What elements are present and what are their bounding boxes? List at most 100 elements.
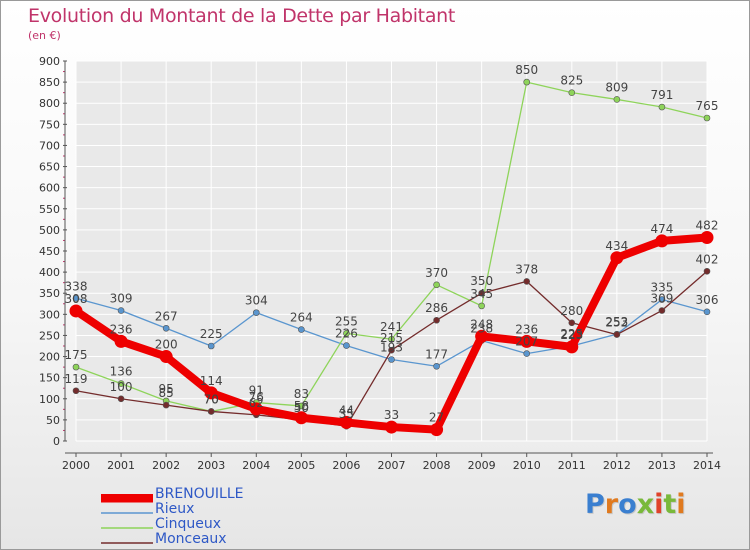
data-point-brenouille [430,423,444,437]
logo-letter: i [676,489,686,520]
data-point-monceaux [388,346,395,354]
data-label-brenouille: 44 [339,403,354,417]
data-label-brenouille: 248 [470,317,493,331]
data-label-rieux: 225 [560,327,583,341]
data-point-brenouille [385,420,398,434]
x-tick-label: 2011 [558,459,586,472]
x-tick-label: 2013 [648,459,676,472]
data-point-cinqueux [658,103,666,111]
data-point-brenouille [294,411,308,425]
x-tick-label: 2000 [62,459,90,472]
data-label-brenouille: 76 [249,390,264,404]
logo-letter: t [663,489,677,520]
data-label-monceaux: 215 [380,331,403,345]
data-label-brenouille: 27 [429,411,444,425]
y-tick-label: 100 [39,393,60,406]
data-point-rieux [388,356,395,363]
data-label-cinqueux: 241 [380,320,403,334]
data-point-brenouille [339,415,353,429]
data-label-rieux: 253 [605,315,628,329]
x-tick-label: 2014 [693,459,721,472]
data-point-cinqueux [388,335,395,343]
x-tick-label: 2010 [513,459,541,472]
data-label-rieux: 226 [335,327,358,341]
data-label-cinqueux: 765 [696,99,719,113]
data-label-rieux: 177 [425,347,448,361]
data-point-brenouille [159,350,173,364]
data-label-rieux: 264 [290,311,313,325]
y-tick-label: 550 [39,203,60,216]
data-point-brenouille [114,334,128,348]
data-point-brenouille [204,386,218,400]
data-label-monceaux: 35 [339,407,354,421]
legend-item-rieux[interactable]: Rieux [101,501,261,518]
logo-letter: o [618,489,637,520]
data-label-monceaux: 62 [249,396,264,410]
data-point-brenouille [700,230,714,244]
data-label-monceaux: 350 [470,274,493,288]
data-point-monceaux [117,395,125,403]
axes: 0501001502002503003504004505005506006507… [39,55,721,472]
data-label-cinqueux: 83 [294,387,309,401]
logo-letter: x [636,489,655,520]
data-point-cinqueux [343,330,350,337]
legend-swatch-cinqueux [101,527,153,529]
data-label-brenouille: 236 [515,322,538,336]
data-label-rieux: 306 [696,293,719,307]
data-point-cinqueux [117,380,125,387]
legend-item-brenouille[interactable]: BRENOUILLE [101,486,261,503]
data-point-brenouille [520,334,534,348]
data-point-cinqueux [523,78,531,86]
logo-letter: P [585,489,605,520]
data-label-brenouille: 308 [65,292,88,306]
data-point-monceaux [162,401,170,409]
y-tick-label: 750 [39,118,60,131]
legend-item-cinqueux[interactable]: Cinqueux [101,516,261,533]
data-point-brenouille [655,234,669,248]
legend-item-monceaux[interactable]: Monceaux [101,531,261,548]
data-label-rieux: 304 [245,294,268,308]
y-tick-label: 250 [39,329,60,342]
data-point-rieux [207,342,215,350]
data-label-cinqueux: 70 [204,392,219,406]
y-tick-label: 300 [39,308,60,321]
data-point-brenouille [69,304,83,318]
data-label-cinqueux: 95 [159,382,174,396]
data-point-cinqueux [298,402,305,410]
legend: BRENOUILLE Rieux Cinqueux Monceaux [101,486,261,548]
data-point-brenouille [249,402,263,416]
data-label-rieux: 193 [380,341,403,355]
data-point-monceaux [568,319,576,327]
y-tick-label: 850 [39,76,60,89]
data-label-monceaux: 70 [204,392,219,406]
y-tick-label: 700 [39,139,60,152]
data-label-cinqueux: 175 [65,348,88,362]
data-point-rieux [298,326,305,333]
data-label-cinqueux: 255 [335,314,358,328]
data-label-brenouille: 236 [110,322,133,336]
legend-swatch-brenouille [101,494,153,503]
data-point-monceaux [478,289,485,297]
logo-letter: r [604,489,619,520]
data-label-cinqueux: 850 [515,63,538,77]
y-tick-label: 500 [39,224,60,237]
x-tick-label: 2003 [197,459,225,472]
y-tick-label: 650 [39,161,60,174]
data-label-cinqueux: 791 [650,88,673,102]
y-tick-label: 50 [46,414,60,427]
data-label-cinqueux: 345 [470,287,493,301]
data-label-brenouille: 58 [294,399,309,413]
proxiti-logo: Proxiti [585,489,686,520]
data-label-rieux: 225 [200,327,223,341]
grid [75,60,708,442]
data-point-monceaux [658,307,666,314]
data-label-brenouille: 223 [560,328,583,342]
data-label-monceaux: 402 [696,252,719,266]
data-point-brenouille [475,329,489,343]
data-point-rieux [72,294,80,302]
logo-letter: i [654,489,664,520]
x-tick-label: 2007 [378,459,406,472]
data-label-cinqueux: 91 [249,384,264,398]
